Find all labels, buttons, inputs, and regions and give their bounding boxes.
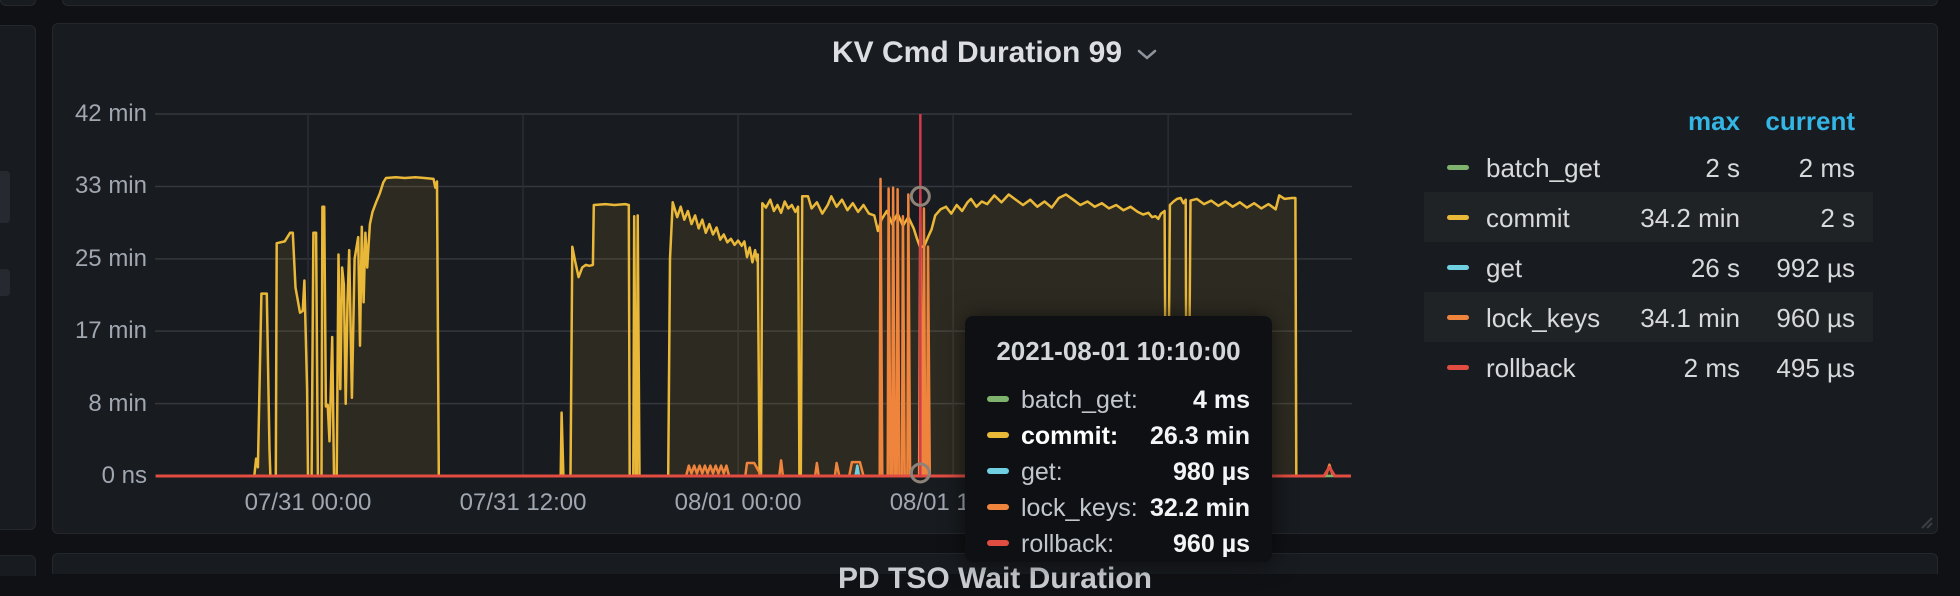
tooltip-series-value: 980 µs [1173,458,1250,486]
x-axis-tick-label: 08/01 00:00 [674,489,802,516]
chevron-down-icon [1137,49,1157,60]
neighbor-panel-top-edge [62,0,1938,6]
next-panel-title: PD TSO Wait Duration [838,562,1152,595]
y-axis-tick-label: 17 min [74,317,147,345]
legend-max-value: 34.2 min [1640,203,1740,233]
legend-series-name[interactable]: get [1486,253,1523,283]
y-axis-tick-label: 33 min [74,172,147,200]
legend-header-max[interactable]: max [1687,106,1740,136]
legend-series-name[interactable]: batch_get [1486,153,1601,183]
y-axis-tick-label: 8 min [88,389,147,417]
panel-resize-handle[interactable] [1916,512,1934,530]
hover-tooltip: 2021-08-01 10:10:00 batch_get: 4 ms commit:… [965,316,1272,562]
tooltip-series-value: 32.2 min [1149,494,1250,522]
y-axis-tick-label: 0 ns [101,462,147,489]
legend-row-commit[interactable]: commit 34.2 min 2 s [1424,192,1873,242]
neighbor-panel-left-content-fragment [0,171,10,223]
legend-row-get[interactable]: get 26 s 992 µs [1424,242,1873,292]
neighbor-panel-bottom-left-edge [0,555,36,576]
neighbor-panel-left-edge [0,25,36,530]
series-color-dash-icon [1447,315,1469,320]
tooltip-series-label: lock_keys: [1021,494,1138,522]
series-color-dash-icon [987,540,1009,546]
series-color-dash-icon [1447,365,1469,370]
legend-current-value: 2 ms [1798,153,1855,183]
tooltip-row-rollback: rollback: 960 µs [987,527,1250,563]
legend-current-value: 960 µs [1776,303,1855,333]
legend-current-value: 495 µs [1776,353,1855,383]
tooltip-row-commit: commit: 26.3 min [987,419,1250,455]
tooltip-row-get: get: 980 µs [987,455,1250,491]
series-color-dash-icon [1447,215,1469,220]
x-axis-tick-label: 07/31 12:00 [459,489,587,516]
tooltip-series-label: batch_get: [1021,386,1138,414]
tooltip-timestamp: 2021-08-01 10:10:00 [996,336,1241,366]
hover-point-ring [909,462,931,484]
legend-header: max current [1424,104,1873,142]
x-axis-tick-label: 07/31 00:00 [244,489,372,516]
legend-row-rollback[interactable]: rollback 2 ms 495 µs [1424,342,1873,392]
series-color-dash-icon [987,468,1009,474]
series-color-dash-icon [987,432,1009,438]
legend-series-name[interactable]: commit [1486,203,1570,233]
series-line-commit [253,175,1298,478]
legend-current-value: 2 s [1820,203,1855,233]
tooltip-series-label: rollback: [1021,530,1115,558]
legend-current-value: 992 µs [1776,253,1855,283]
y-axis-tick-label: 25 min [74,244,147,272]
tooltip-row-lock_keys: lock_keys: 32.2 min [987,491,1250,527]
legend-header-current[interactable]: current [1765,106,1855,136]
legend-series-name[interactable]: lock_keys [1486,303,1601,333]
series-color-dash-icon [1447,265,1469,270]
series-line-rollback [155,465,1351,478]
neighbor-panel-left-content-fragment [0,269,10,296]
legend-max-value: 2 ms [1683,353,1740,383]
y-axis-tick-label: 42 min [74,100,147,127]
neighbor-panel-top-left-edge [0,0,36,6]
tooltip-series-value: 4 ms [1193,386,1250,414]
legend-max-value: 26 s [1690,253,1740,283]
legend-row-batch_get[interactable]: batch_get 2 s 2 ms [1424,142,1873,192]
tooltip-series-value: 960 µs [1173,530,1250,558]
panel-title[interactable]: KV Cmd Duration 99 [52,36,1938,70]
legend-max-value: 34.1 min [1640,303,1740,333]
hover-point-ring [909,185,931,207]
legend-row-lock_keys[interactable]: lock_keys 34.1 min 960 µs [1424,292,1873,342]
tooltip-series-label: get: [1021,458,1063,486]
series-color-dash-icon [1447,165,1469,170]
tooltip-row-batch_get: batch_get: 4 ms [987,383,1250,419]
tooltip-series-label: commit: [1021,422,1119,450]
legend-max-value: 2 s [1705,153,1740,183]
panel-title-text: KV Cmd Duration 99 [831,36,1123,69]
legend-series-name[interactable]: rollback [1486,353,1576,383]
series-color-dash-icon [987,396,1009,402]
tooltip-series-value: 26.3 min [1149,422,1250,450]
series-line-get [854,464,861,477]
series-color-dash-icon [987,504,1009,510]
